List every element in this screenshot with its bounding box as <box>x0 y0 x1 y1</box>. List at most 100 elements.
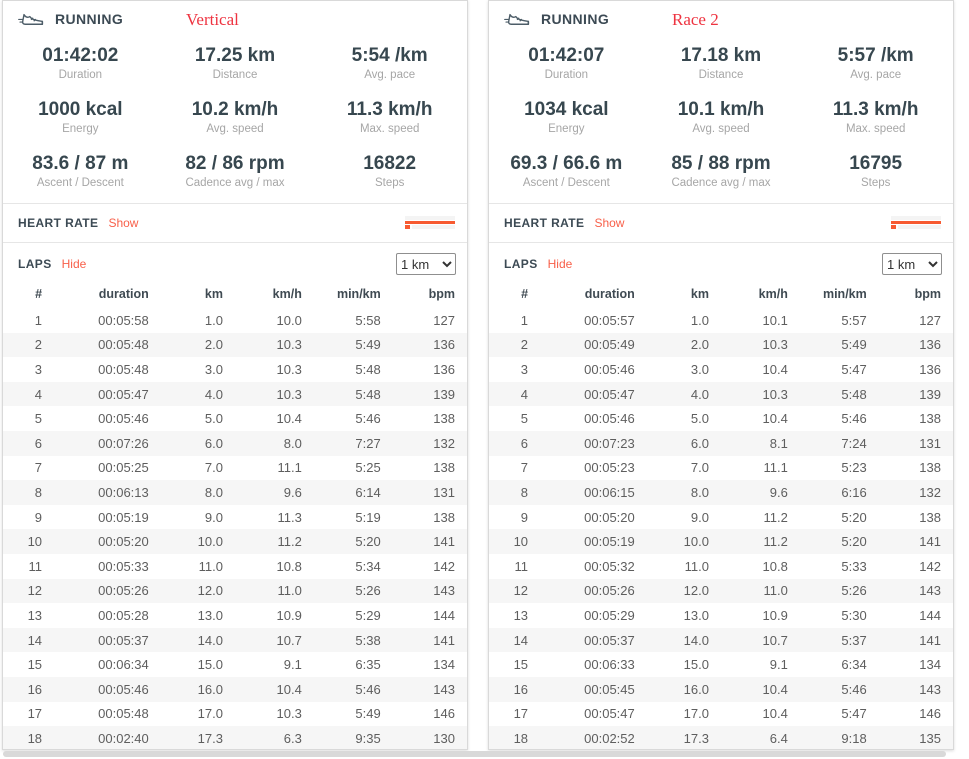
lap-pace: 5:29 <box>355 607 381 623</box>
laps-column-header: bpm <box>428 287 455 301</box>
lap-row: 7 00:05:25 7.0 11.1 5:25 138 <box>3 456 467 481</box>
lap-pace: 5:46 <box>355 681 381 697</box>
stat-cell: 82 / 86 rpm Cadence avg / max <box>158 147 313 201</box>
lap-pace: 5:48 <box>841 386 867 402</box>
lap-speed: 6.4 <box>769 730 788 746</box>
stat-label: Distance <box>698 69 744 81</box>
lap-speed: 6.3 <box>283 730 302 746</box>
lap-number: 17 <box>513 706 529 722</box>
lap-speed: 11.2 <box>763 534 788 550</box>
heart-rate-section: HEART RATE Show <box>489 203 953 243</box>
lap-duration: 00:05:19 <box>584 534 635 550</box>
lap-speed: 10.0 <box>276 312 302 328</box>
stat-cell: 11.3 km/h Max. speed <box>798 93 953 147</box>
stat-label: Duration <box>58 69 103 81</box>
laps-table-header-row: # duration km km/h min/km bpm <box>3 285 467 308</box>
stat-value: 01:42:02 <box>42 45 119 66</box>
lap-speed: 10.3 <box>762 337 788 353</box>
mini-chart-band <box>412 225 455 229</box>
lap-bpm: 127 <box>919 312 941 328</box>
lap-bpm: 143 <box>919 681 941 697</box>
lap-bpm: 131 <box>433 484 455 500</box>
lap-speed: 11.1 <box>763 460 788 476</box>
mini-chart-band <box>405 216 455 220</box>
lap-pace: 5:19 <box>355 509 381 525</box>
lap-number: 10 <box>27 534 43 550</box>
lap-number: 16 <box>513 681 529 697</box>
lap-distance: 15.0 <box>197 657 223 673</box>
stat-cell: 17.25 km Distance <box>158 39 313 93</box>
mini-chart-bar <box>891 221 941 224</box>
lap-row: 8 00:06:15 8.0 9.6 6:16 132 <box>489 480 953 505</box>
lap-number: 16 <box>27 681 43 697</box>
lap-number: 18 <box>513 730 529 746</box>
lap-pace: 5:47 <box>841 361 867 377</box>
stat-cell: 11.3 km/h Max. speed <box>312 93 467 147</box>
lap-duration: 00:05:48 <box>98 706 149 722</box>
heart-rate-mini-chart-icon[interactable] <box>405 215 455 231</box>
lap-number: 18 <box>27 730 43 746</box>
laps-column-header: # <box>35 287 43 301</box>
lap-duration: 00:05:47 <box>584 386 635 402</box>
lap-interval-select[interactable]: 1 km <box>396 253 456 275</box>
lap-number: 3 <box>34 361 43 377</box>
lap-bpm: 135 <box>919 730 941 746</box>
laps-hide-link[interactable]: Hide <box>61 257 87 271</box>
lap-distance: 2.0 <box>690 337 709 353</box>
lap-bpm: 138 <box>433 460 455 476</box>
stat-value: 85 / 88 rpm <box>671 153 771 174</box>
lap-speed: 10.9 <box>276 607 302 623</box>
lap-bpm: 136 <box>433 337 455 353</box>
lap-duration: 00:05:47 <box>98 386 149 402</box>
stat-cell: 16795 Steps <box>798 147 953 201</box>
lap-duration: 00:05:57 <box>584 312 635 328</box>
laps-title: LAPS <box>18 257 52 271</box>
stat-cell: 85 / 88 rpm Cadence avg / max <box>644 147 799 201</box>
lap-distance: 10.0 <box>197 534 223 550</box>
lap-distance: 14.0 <box>197 632 223 648</box>
lap-distance: 4.0 <box>690 386 709 402</box>
activity-panel-right: RUNNING Race 2 01:42:07 Duration 17.18 k… <box>488 0 954 750</box>
stat-value: 1034 kcal <box>524 99 609 120</box>
lap-bpm: 138 <box>919 411 941 427</box>
stat-label: Avg. speed <box>206 123 264 135</box>
stat-cell: 69.3 / 66.6 m Ascent / Descent <box>489 147 644 201</box>
lap-number: 14 <box>27 632 43 648</box>
laps-table-body: 1 00:05:58 1.0 10.0 5:58 127 2 00:05:48 … <box>3 308 467 749</box>
lap-bpm: 141 <box>919 632 941 648</box>
lap-distance: 16.0 <box>683 681 709 697</box>
laps-column-header: km/h <box>272 287 302 301</box>
lap-speed: 9.1 <box>769 657 788 673</box>
lap-duration: 00:05:25 <box>98 460 149 476</box>
lap-row: 16 00:05:46 16.0 10.4 5:46 143 <box>3 676 467 702</box>
lap-bpm: 138 <box>433 509 455 525</box>
stat-value: 16795 <box>849 153 903 174</box>
lap-row: 5 00:05:46 5.0 10.4 5:46 138 <box>3 406 467 431</box>
lap-pace: 5:26 <box>355 583 381 599</box>
heart-rate-show-link[interactable]: Show <box>108 216 139 230</box>
lap-bpm: 134 <box>433 657 455 673</box>
heart-rate-show-link[interactable]: Show <box>594 216 625 230</box>
lap-row: 3 00:05:46 3.0 10.4 5:47 136 <box>489 357 953 382</box>
stat-value: 11.3 km/h <box>832 99 919 120</box>
lap-row: 11 00:05:33 11.0 10.8 5:34 142 <box>3 554 467 579</box>
activity-name[interactable]: Vertical <box>186 10 239 29</box>
lap-speed: 10.3 <box>762 386 788 402</box>
mini-chart-band <box>898 225 941 229</box>
lap-interval-select[interactable]: 1 km <box>882 253 942 275</box>
lap-duration: 00:05:49 <box>584 337 635 353</box>
laps-column-header: min/km <box>336 287 381 301</box>
heart-rate-section: HEART RATE Show <box>3 203 467 243</box>
lap-speed: 10.3 <box>276 706 302 722</box>
lap-pace: 5:58 <box>355 312 381 328</box>
activity-name[interactable]: Race 2 <box>672 10 719 29</box>
laps-hide-link[interactable]: Hide <box>547 257 573 271</box>
heart-rate-mini-chart-icon[interactable] <box>891 215 941 231</box>
lap-speed: 8.1 <box>769 435 788 451</box>
stat-label: Ascent / Descent <box>36 177 124 189</box>
lap-pace: 5:47 <box>841 706 867 722</box>
horizontal-scrollbar[interactable] <box>3 751 946 757</box>
lap-distance: 9.0 <box>204 509 223 525</box>
lap-distance: 8.0 <box>204 484 223 500</box>
stat-label: Distance <box>212 69 258 81</box>
